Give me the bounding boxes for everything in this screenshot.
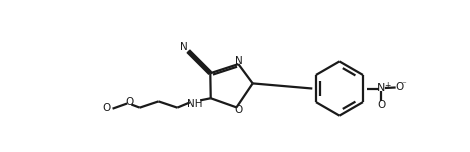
Text: N: N <box>377 83 385 93</box>
Text: O: O <box>234 105 243 115</box>
Text: O: O <box>395 82 403 92</box>
Text: +: + <box>384 81 390 90</box>
Text: N: N <box>235 56 243 66</box>
Text: O: O <box>102 103 110 113</box>
Text: O: O <box>125 97 134 107</box>
Text: ⁻: ⁻ <box>401 80 406 89</box>
Text: O: O <box>377 100 385 109</box>
Text: N: N <box>180 42 188 52</box>
Text: NH: NH <box>188 99 203 109</box>
